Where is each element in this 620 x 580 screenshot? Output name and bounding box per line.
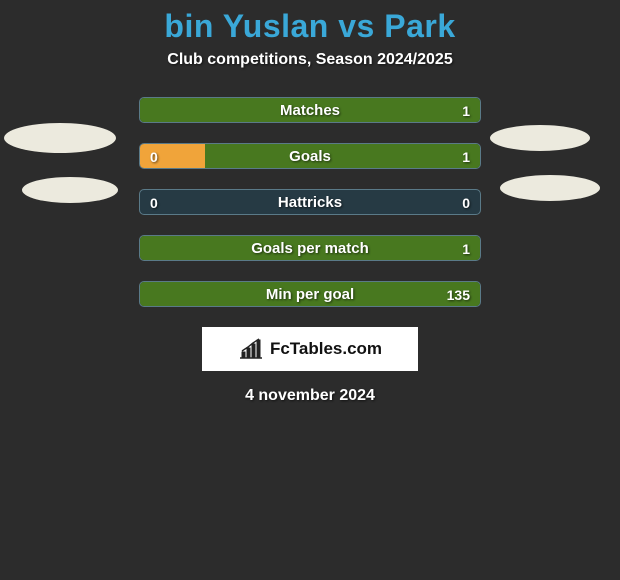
stat-row: Goals0 1 <box>139 143 481 169</box>
stat-value-right: 1 <box>452 144 480 169</box>
stat-row: Hattricks0 0 <box>139 189 481 215</box>
stat-value-right: 1 <box>452 98 480 123</box>
stat-label: Goals <box>140 144 480 169</box>
stat-row: Matches1 <box>139 97 481 123</box>
stat-value-right: 1 <box>452 236 480 261</box>
bar-chart-icon <box>238 338 264 360</box>
player-left-shadow-1 <box>4 123 116 153</box>
stat-value-left: 0 <box>140 144 168 169</box>
stat-value-right: 0 <box>452 190 480 215</box>
stat-label: Min per goal <box>140 282 480 307</box>
stat-row: Min per goal135 <box>139 281 481 307</box>
stat-label: Hattricks <box>140 190 480 215</box>
fctables-logo[interactable]: FcTables.com <box>202 327 418 371</box>
stat-label: Matches <box>140 98 480 123</box>
player-right-shadow-2 <box>500 175 600 201</box>
player-right-shadow-1 <box>490 125 590 151</box>
page-subtitle: Club competitions, Season 2024/2025 <box>0 51 620 69</box>
stat-row: Goals per match1 <box>139 235 481 261</box>
footer-date: 4 november 2024 <box>0 387 620 405</box>
stat-rows-container: Matches1Goals01Hattricks00Goals per matc… <box>139 97 481 307</box>
stat-value-right: 135 <box>437 282 480 307</box>
player-left-shadow-2 <box>22 177 118 203</box>
stat-label: Goals per match <box>140 236 480 261</box>
stat-value-left: 0 <box>140 190 168 215</box>
page-root: bin Yuslan vs Park Club competitions, Se… <box>0 0 620 580</box>
page-title: bin Yuslan vs Park <box>0 0 620 45</box>
fctables-logo-text: FcTables.com <box>270 339 382 359</box>
